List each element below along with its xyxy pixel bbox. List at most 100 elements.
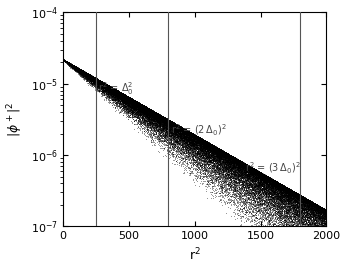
Point [64,59,70,64]
Point [79,69,84,74]
Point [249,172,255,176]
Point [210,144,216,148]
Point [86,72,91,76]
Point [87,73,93,77]
Point [188,130,194,135]
Point [74,65,79,69]
Point [221,155,226,159]
Point [195,159,200,164]
Point [272,179,277,183]
Point [236,171,242,176]
Point [307,205,312,210]
Point [268,184,274,189]
Point [194,137,199,141]
Point [72,64,77,68]
Point [317,210,323,214]
Point [107,84,113,88]
Point [80,69,85,73]
Point [161,118,166,122]
Point [174,122,179,126]
Point [307,199,312,203]
Point [160,115,166,119]
Point [316,206,321,211]
Point [224,152,229,156]
Point [157,114,162,119]
Point [293,219,299,223]
Point [286,190,292,194]
Point [143,107,149,112]
Point [241,172,246,176]
Point [202,140,208,144]
Point [197,143,203,147]
Point [106,84,112,89]
Point [229,156,235,161]
Point [317,213,322,217]
Point [103,90,108,95]
Point [266,179,271,183]
Point [242,200,247,204]
Point [165,117,170,122]
Point [238,160,244,164]
Point [268,190,274,194]
Point [278,187,284,191]
Point [94,76,100,81]
Point [86,72,92,76]
Point [74,67,80,71]
Point [282,184,288,189]
Point [92,82,98,86]
Point [110,92,116,96]
Point [87,72,93,77]
Point [307,223,313,227]
Point [292,207,297,211]
Point [277,182,283,186]
Point [204,148,210,152]
Point [184,136,189,141]
Point [108,90,113,95]
Point [120,91,125,96]
Point [118,101,123,105]
Point [152,109,157,114]
Point [124,94,130,98]
Point [131,98,137,102]
Point [286,186,291,190]
Point [289,191,295,196]
Point [298,204,303,208]
Point [293,212,299,216]
Point [242,198,247,202]
Point [239,182,245,186]
Point [225,155,230,160]
Point [306,199,312,204]
Point [194,134,200,138]
Point [92,75,98,80]
Point [290,194,295,198]
Point [247,164,253,168]
Point [71,63,76,67]
Point [98,79,103,83]
Point [283,185,289,189]
Point [285,193,291,197]
Point [67,61,73,65]
Point [243,173,249,178]
Point [194,152,200,157]
Point [322,214,328,219]
Point [173,130,179,135]
Point [147,119,153,123]
Point [90,76,95,80]
Point [275,180,281,185]
Point [165,125,171,130]
Point [254,185,260,190]
Point [181,128,187,132]
Point [131,99,137,103]
Point [183,151,188,155]
Point [297,218,303,222]
Point [106,83,112,88]
Point [231,178,237,183]
Point [93,78,99,83]
Point [263,208,269,212]
Point [76,70,82,74]
Point [93,76,98,80]
Point [186,132,192,136]
Point [211,146,217,150]
Point [272,221,277,226]
Point [308,201,313,205]
